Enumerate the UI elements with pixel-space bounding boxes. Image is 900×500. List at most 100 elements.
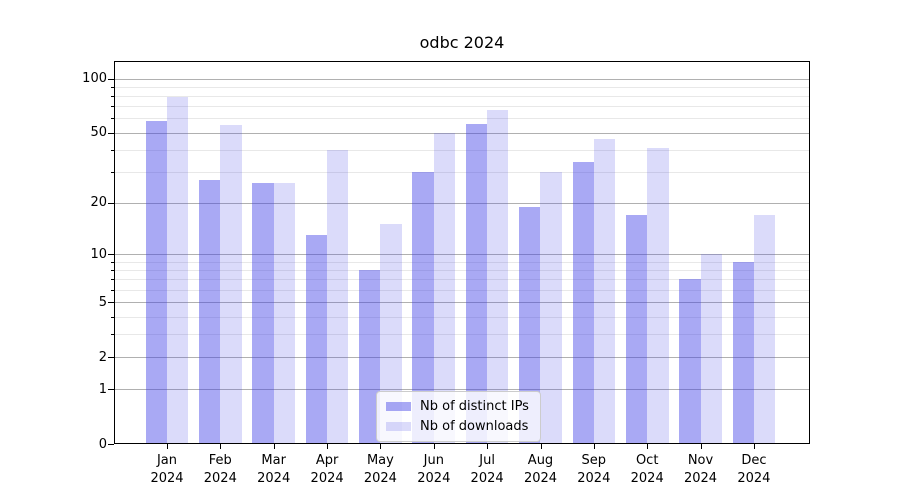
y-tick-label: 100 [82,71,107,86]
bar-distinct-ips [199,180,221,444]
y-axis-minor-tick [111,316,114,318]
gridline-major [114,389,810,391]
x-tick-label: Sep 2024 [554,452,634,488]
legend: Nb of distinct IPs Nb of downloads [376,391,541,442]
bar-downloads [487,109,509,444]
x-tick-year: 2024 [363,471,397,486]
y-axis-minor-tick [111,334,114,336]
x-tick-year: 2024 [630,471,664,486]
gridline-minor [114,279,810,281]
x-axis-tick [700,444,702,449]
gridline-minor [114,289,810,291]
y-tick-label: 10 [90,246,107,262]
x-tick-year: 2024 [417,471,451,486]
y-axis-tick [108,132,114,134]
y-tick-label: 20 [90,195,107,211]
bar-distinct-ips [145,121,168,444]
x-tick-month: Aug [527,453,554,468]
y-tick-label: 2 [98,349,107,365]
y-axis-minor-tick [111,261,114,263]
gridline-minor [114,261,810,263]
x-tick-month: May [366,453,394,468]
x-axis-tick [487,444,489,449]
bar-downloads [380,224,402,444]
x-tick-label: Dec 2024 [714,452,794,488]
gridline-minor [114,334,810,336]
bar-distinct-ips [732,261,754,444]
x-tick-year: 2024 [470,471,504,486]
bar-distinct-ips [465,123,488,444]
bar-downloads [540,172,562,444]
bar-distinct-ips [252,183,274,444]
gridline-minor [114,118,810,120]
bar-downloads [593,139,616,444]
gridline-major [114,132,810,134]
y-axis-tick [108,302,114,304]
y-tick-label: 50 [90,125,107,141]
y-axis-minor-tick [111,172,114,174]
x-tick-label: Nov 2024 [661,452,741,488]
x-axis-tick [380,444,382,449]
y-axis-minor-tick [111,289,114,291]
gridline-major [114,357,810,358]
x-axis-tick [593,444,595,449]
x-tick-label: Mar 2024 [234,452,314,488]
x-tick-year: 2024 [683,471,718,486]
y-axis-minor-tick [111,149,114,151]
bar-distinct-ips [572,162,594,444]
x-axis-tick [167,444,168,449]
gridline-major [114,302,810,304]
x-axis-tick [433,444,435,449]
bar-downloads [753,215,776,444]
gridline-major [114,254,810,256]
x-tick-label: Feb 2024 [180,452,260,488]
y-axis-minor-tick [111,270,114,271]
x-tick-year: 2024 [310,471,344,486]
legend-item-distinct-ips: Nb of distinct IPs [386,399,529,414]
y-tick-label: 5 [98,294,107,310]
x-tick-label: May 2024 [340,452,420,488]
bar-downloads [433,132,456,444]
x-tick-month: Nov [687,453,714,468]
y-axis-tick [108,78,114,80]
x-tick-month: Dec [741,453,767,468]
x-tick-month: Sep [581,453,607,468]
bar-downloads [167,97,189,444]
y-axis-tick [108,202,114,204]
plot-area: Nb of distinct IPs Nb of downloads [114,61,810,444]
x-tick-month: Feb [208,453,232,468]
y-axis-tick [108,357,114,358]
x-tick-label: Aug 2024 [501,452,581,488]
bar-downloads [647,148,669,444]
gridline-minor [114,149,810,151]
gridline-major [114,78,810,80]
y-axis-minor-tick [111,86,114,88]
x-axis-tick [647,444,649,449]
bar-distinct-ips [359,270,381,444]
x-tick-year: 2024 [150,471,184,486]
chart-title: odbc 2024 [419,33,505,52]
y-axis-minor-tick [111,106,114,108]
x-tick-label: Jan 2024 [127,452,207,488]
bar-distinct-ips [625,215,648,444]
y-axis-tick [108,444,114,445]
x-tick-year: 2024 [203,471,237,486]
x-tick-month: Mar [261,453,286,468]
legend-label-distinct-ips: Nb of distinct IPs [420,399,529,414]
x-tick-month: Jul [479,453,495,468]
x-tick-label: Oct 2024 [607,452,687,488]
bar-downloads [700,254,722,444]
legend-item-downloads: Nb of downloads [386,419,529,434]
x-tick-month: Jan [156,453,178,468]
legend-swatch-downloads [386,422,411,431]
x-tick-label: Jul 2024 [447,452,527,488]
y-axis-minor-tick [111,96,114,97]
bar-distinct-ips [305,235,328,444]
bar-downloads [273,183,296,444]
legend-label-downloads: Nb of downloads [420,419,529,434]
y-axis-minor-tick [111,279,114,281]
bar-distinct-ips [679,279,701,444]
x-tick-year: 2024 [577,471,611,486]
y-axis-tick [108,254,114,256]
